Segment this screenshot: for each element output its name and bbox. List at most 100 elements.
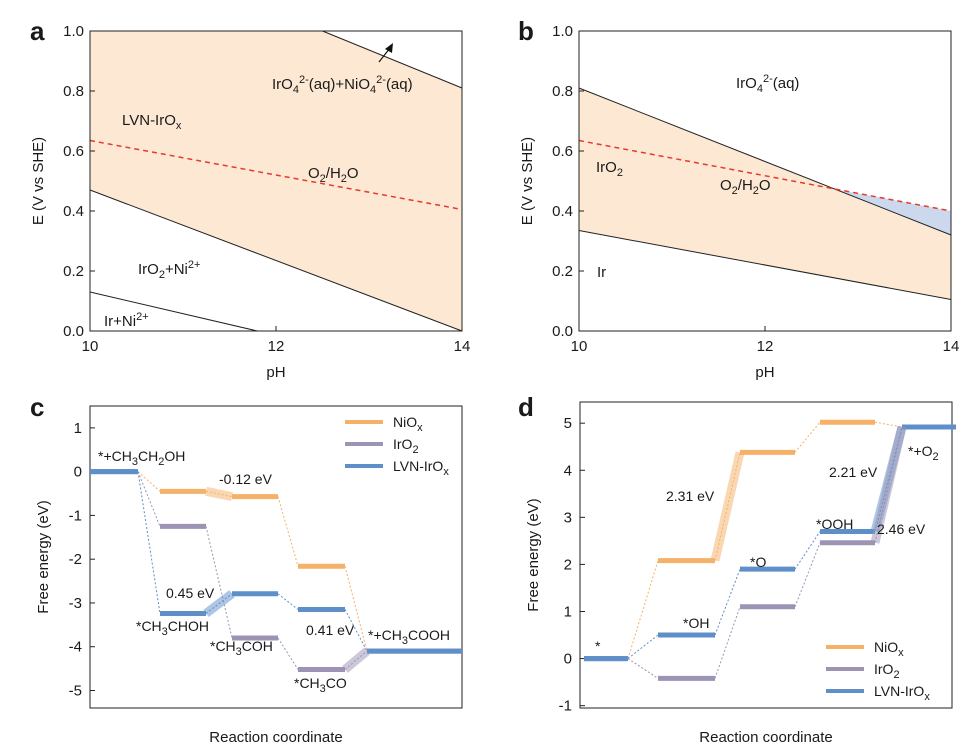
x-tick-label: 10 bbox=[82, 338, 99, 355]
rds-highlight-NiOx bbox=[710, 451, 745, 562]
legend-label-IrO2: IrO2 bbox=[393, 436, 419, 456]
connector-NiOx bbox=[794, 421, 821, 453]
rds-highlight-IrO2 bbox=[342, 647, 370, 673]
boundary-upper bbox=[322, 30, 463, 89]
region-label-ir: Ir bbox=[597, 264, 606, 281]
legend-label-NiOx: NiOx bbox=[393, 414, 423, 434]
state-label-2: *O bbox=[750, 554, 766, 570]
state-label-0: * bbox=[595, 638, 601, 654]
region-label-iro2: IrO2 bbox=[596, 159, 623, 179]
connector-NiOx bbox=[277, 496, 299, 567]
connector-IrO2 bbox=[137, 471, 161, 527]
state-label-0: *+CH3CH2OH bbox=[98, 448, 185, 468]
x-tick-label: 14 bbox=[943, 338, 960, 355]
connector-NiOx bbox=[874, 421, 903, 428]
boundary-upper bbox=[578, 87, 952, 236]
region-label-iro4: IrO42-(aq) bbox=[736, 73, 799, 95]
axes-frame bbox=[89, 405, 463, 709]
region-label-ir-ni: Ir+Ni2+ bbox=[104, 311, 149, 330]
x-tick-label: 12 bbox=[268, 338, 285, 355]
connector-IrO2 bbox=[794, 542, 821, 607]
y-tick-label: 4 bbox=[564, 462, 572, 479]
o2-h2o-line bbox=[89, 139, 463, 211]
annotation-iro2: 0.41 eV bbox=[306, 622, 355, 638]
region-iro2 bbox=[579, 88, 951, 300]
y-tick-label: 1.0 bbox=[63, 23, 84, 40]
y-tick-label: -1 bbox=[69, 507, 82, 524]
y-tick-label: 0.6 bbox=[63, 143, 84, 160]
y-tick-label: 2 bbox=[564, 556, 572, 573]
state-label-4: *+O2 bbox=[908, 443, 939, 463]
y-tick-label: -3 bbox=[69, 595, 82, 612]
connector-IrO2 bbox=[277, 637, 299, 670]
region-label-iro4-nio4: IrO42-(aq)+NiO42-(aq) bbox=[272, 74, 413, 96]
o2-h2o-label: O2/H2O bbox=[308, 165, 359, 185]
y-tick-label: 5 bbox=[564, 415, 572, 432]
annotation-nio: -0.12 eV bbox=[219, 471, 273, 487]
region-lvn-irox bbox=[90, 31, 462, 331]
x-axis-label: Reaction coordinate bbox=[699, 729, 832, 746]
connector-IrO2 bbox=[205, 526, 233, 639]
panel-label-d: d bbox=[518, 392, 534, 422]
panel-label-c: c bbox=[30, 392, 44, 422]
y-tick-label: 0.6 bbox=[552, 143, 573, 160]
y-axis-label: Free energy (eV) bbox=[35, 500, 52, 613]
x-axis-label: pH bbox=[755, 364, 774, 381]
boundary-lower bbox=[89, 189, 463, 332]
y-tick-label: -4 bbox=[69, 639, 82, 656]
x-axis-label: pH bbox=[266, 364, 285, 381]
state-label-3: *OOH bbox=[816, 516, 853, 532]
y-tick-label: 1 bbox=[564, 603, 572, 620]
axes-frame bbox=[579, 401, 953, 709]
y-tick-label: 0.4 bbox=[63, 203, 84, 220]
y-tick-label: 0.0 bbox=[552, 323, 573, 340]
x-tick-label: 12 bbox=[757, 338, 774, 355]
rds-highlight-LVN-IrOx bbox=[203, 590, 235, 618]
state-label-3: *CH3CO bbox=[294, 675, 347, 695]
connector-LVN-IrOx bbox=[277, 593, 299, 610]
state-label-4: *+CH3COOH bbox=[368, 627, 450, 647]
connector-LVN-IrOx bbox=[714, 568, 741, 636]
y-tick-label: 0 bbox=[564, 651, 572, 668]
y-tick-label: 1 bbox=[74, 420, 82, 437]
y-tick-label: -5 bbox=[69, 682, 82, 699]
x-tick-label: 14 bbox=[454, 338, 471, 355]
y-tick-label: -2 bbox=[69, 551, 82, 568]
arrow-head bbox=[385, 43, 393, 53]
region-label-iro2-ni: IrO2+Ni2+ bbox=[138, 259, 200, 281]
y-tick-label: 1.0 bbox=[552, 23, 573, 40]
boundary-ir bbox=[89, 291, 258, 332]
y-tick-label: 3 bbox=[564, 509, 572, 526]
connector-IrO2 bbox=[627, 658, 659, 679]
state-label-1: *OH bbox=[683, 615, 709, 631]
o2-h2o-label: O2/H2O bbox=[720, 177, 771, 197]
state-label-2: *CH3COH bbox=[210, 638, 273, 658]
y-tick-label: 0.8 bbox=[552, 83, 573, 100]
connector-LVN-IrOx bbox=[794, 531, 821, 570]
connector-IrO2 bbox=[714, 606, 741, 679]
y-tick-label: 0.4 bbox=[552, 203, 573, 220]
y-tick-label: 0.2 bbox=[552, 263, 573, 280]
y-axis-label: E (V vs SHE) bbox=[30, 137, 47, 225]
annotation-iro2: 2.46 eV bbox=[877, 521, 926, 537]
panel-label-a: a bbox=[30, 16, 45, 46]
x-axis-label: Reaction coordinate bbox=[209, 729, 342, 746]
y-tick-label: 0.2 bbox=[63, 263, 84, 280]
annotation-lvn: 0.45 eV bbox=[166, 585, 215, 601]
y-tick-label: 0 bbox=[74, 464, 82, 481]
legend-label-IrO2: IrO2 bbox=[874, 661, 900, 681]
legend-label-LVN-IrOx: LVN-IrOx bbox=[874, 683, 930, 703]
connector-NiOx bbox=[627, 560, 659, 659]
connector-LVN-IrOx bbox=[627, 634, 659, 659]
region-label-lvn-irox: LVN-IrOx bbox=[122, 112, 182, 132]
boundary-lower bbox=[578, 230, 952, 300]
y-tick-label: -1 bbox=[559, 698, 572, 715]
state-label-1: *CH3CHOH bbox=[136, 618, 209, 638]
legend-label-LVN-IrOx: LVN-IrOx bbox=[393, 458, 449, 478]
rds-highlight-IrO2 bbox=[870, 425, 907, 544]
connector-NiOx bbox=[137, 471, 161, 492]
y-axis-label: E (V vs SHE) bbox=[519, 137, 536, 225]
rds-highlight-NiOx bbox=[205, 486, 233, 502]
x-tick-label: 10 bbox=[571, 338, 588, 355]
